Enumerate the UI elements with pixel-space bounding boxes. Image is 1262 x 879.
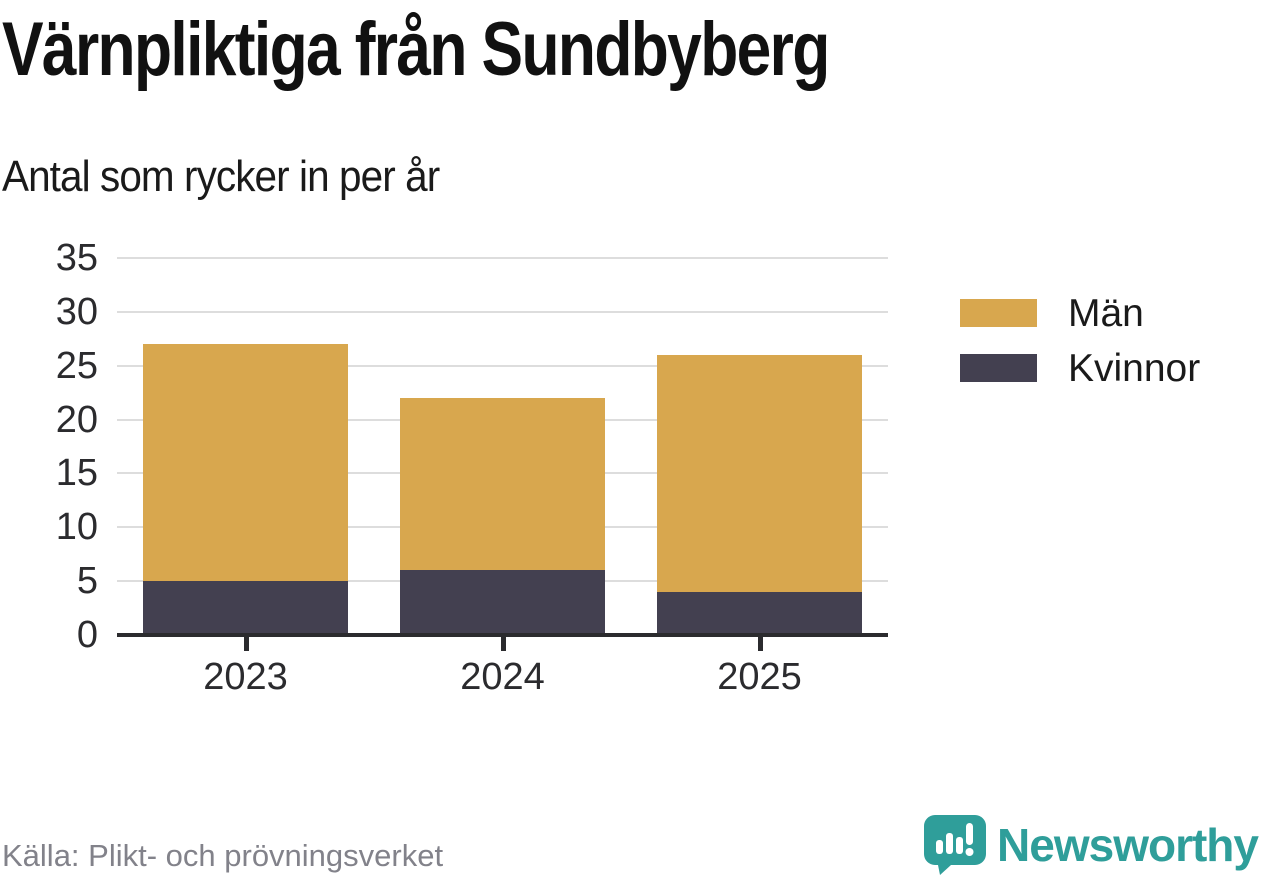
y-tick-label-25: 25 bbox=[55, 344, 98, 387]
source-note: Källa: Plikt- och prövningsverket bbox=[2, 838, 444, 873]
x-tick-label-2025: 2025 bbox=[717, 656, 802, 698]
bar-2023-kvinnor bbox=[143, 581, 348, 635]
y-tick-label-15: 15 bbox=[55, 452, 98, 495]
y-tick-label-5: 5 bbox=[76, 560, 98, 603]
x-tick-2025 bbox=[757, 637, 763, 651]
y-tick-label-20: 20 bbox=[55, 398, 98, 441]
brand-name: Newsworthy bbox=[997, 819, 1259, 871]
bar-2023-män bbox=[143, 344, 348, 581]
chart-subtitle: Antal som rycker in per år bbox=[2, 152, 440, 201]
newsworthy-logo-icon bbox=[924, 815, 987, 875]
x-tick-2024 bbox=[500, 637, 506, 651]
y-tick-label-35: 35 bbox=[55, 237, 98, 279]
plot-area bbox=[117, 257, 888, 635]
legend-swatch-män bbox=[960, 299, 1037, 327]
chart-title: Värnpliktiga från Sundbyberg bbox=[2, 7, 830, 92]
bar-2024-kvinnor bbox=[400, 570, 605, 635]
legend-item-män: Män bbox=[960, 294, 1200, 333]
x-tick-label-2023: 2023 bbox=[203, 656, 288, 698]
gridline-35 bbox=[117, 257, 888, 259]
legend: Män Kvinnor bbox=[960, 294, 1200, 388]
legend-label-män: Män bbox=[1068, 291, 1144, 335]
bar-2025-kvinnor bbox=[657, 592, 862, 635]
bar-2025-män bbox=[657, 355, 862, 592]
legend-item-kvinnor: Kvinnor bbox=[960, 349, 1200, 388]
bar-2024-män bbox=[400, 398, 605, 570]
legend-swatch-kvinnor bbox=[960, 354, 1037, 382]
x-tick-2023 bbox=[243, 637, 249, 651]
gridline-30 bbox=[117, 310, 888, 313]
y-tick-label-10: 10 bbox=[55, 506, 98, 549]
legend-label-kvinnor: Kvinnor bbox=[1068, 346, 1201, 390]
gridline-25 bbox=[117, 364, 888, 367]
y-tick-label-0: 0 bbox=[76, 614, 98, 656]
x-tick-label-2024: 2024 bbox=[460, 656, 545, 698]
y-tick-label-30: 30 bbox=[55, 290, 98, 333]
x-axis-line bbox=[117, 633, 888, 637]
brand-logo: Newsworthy bbox=[923, 814, 1259, 876]
